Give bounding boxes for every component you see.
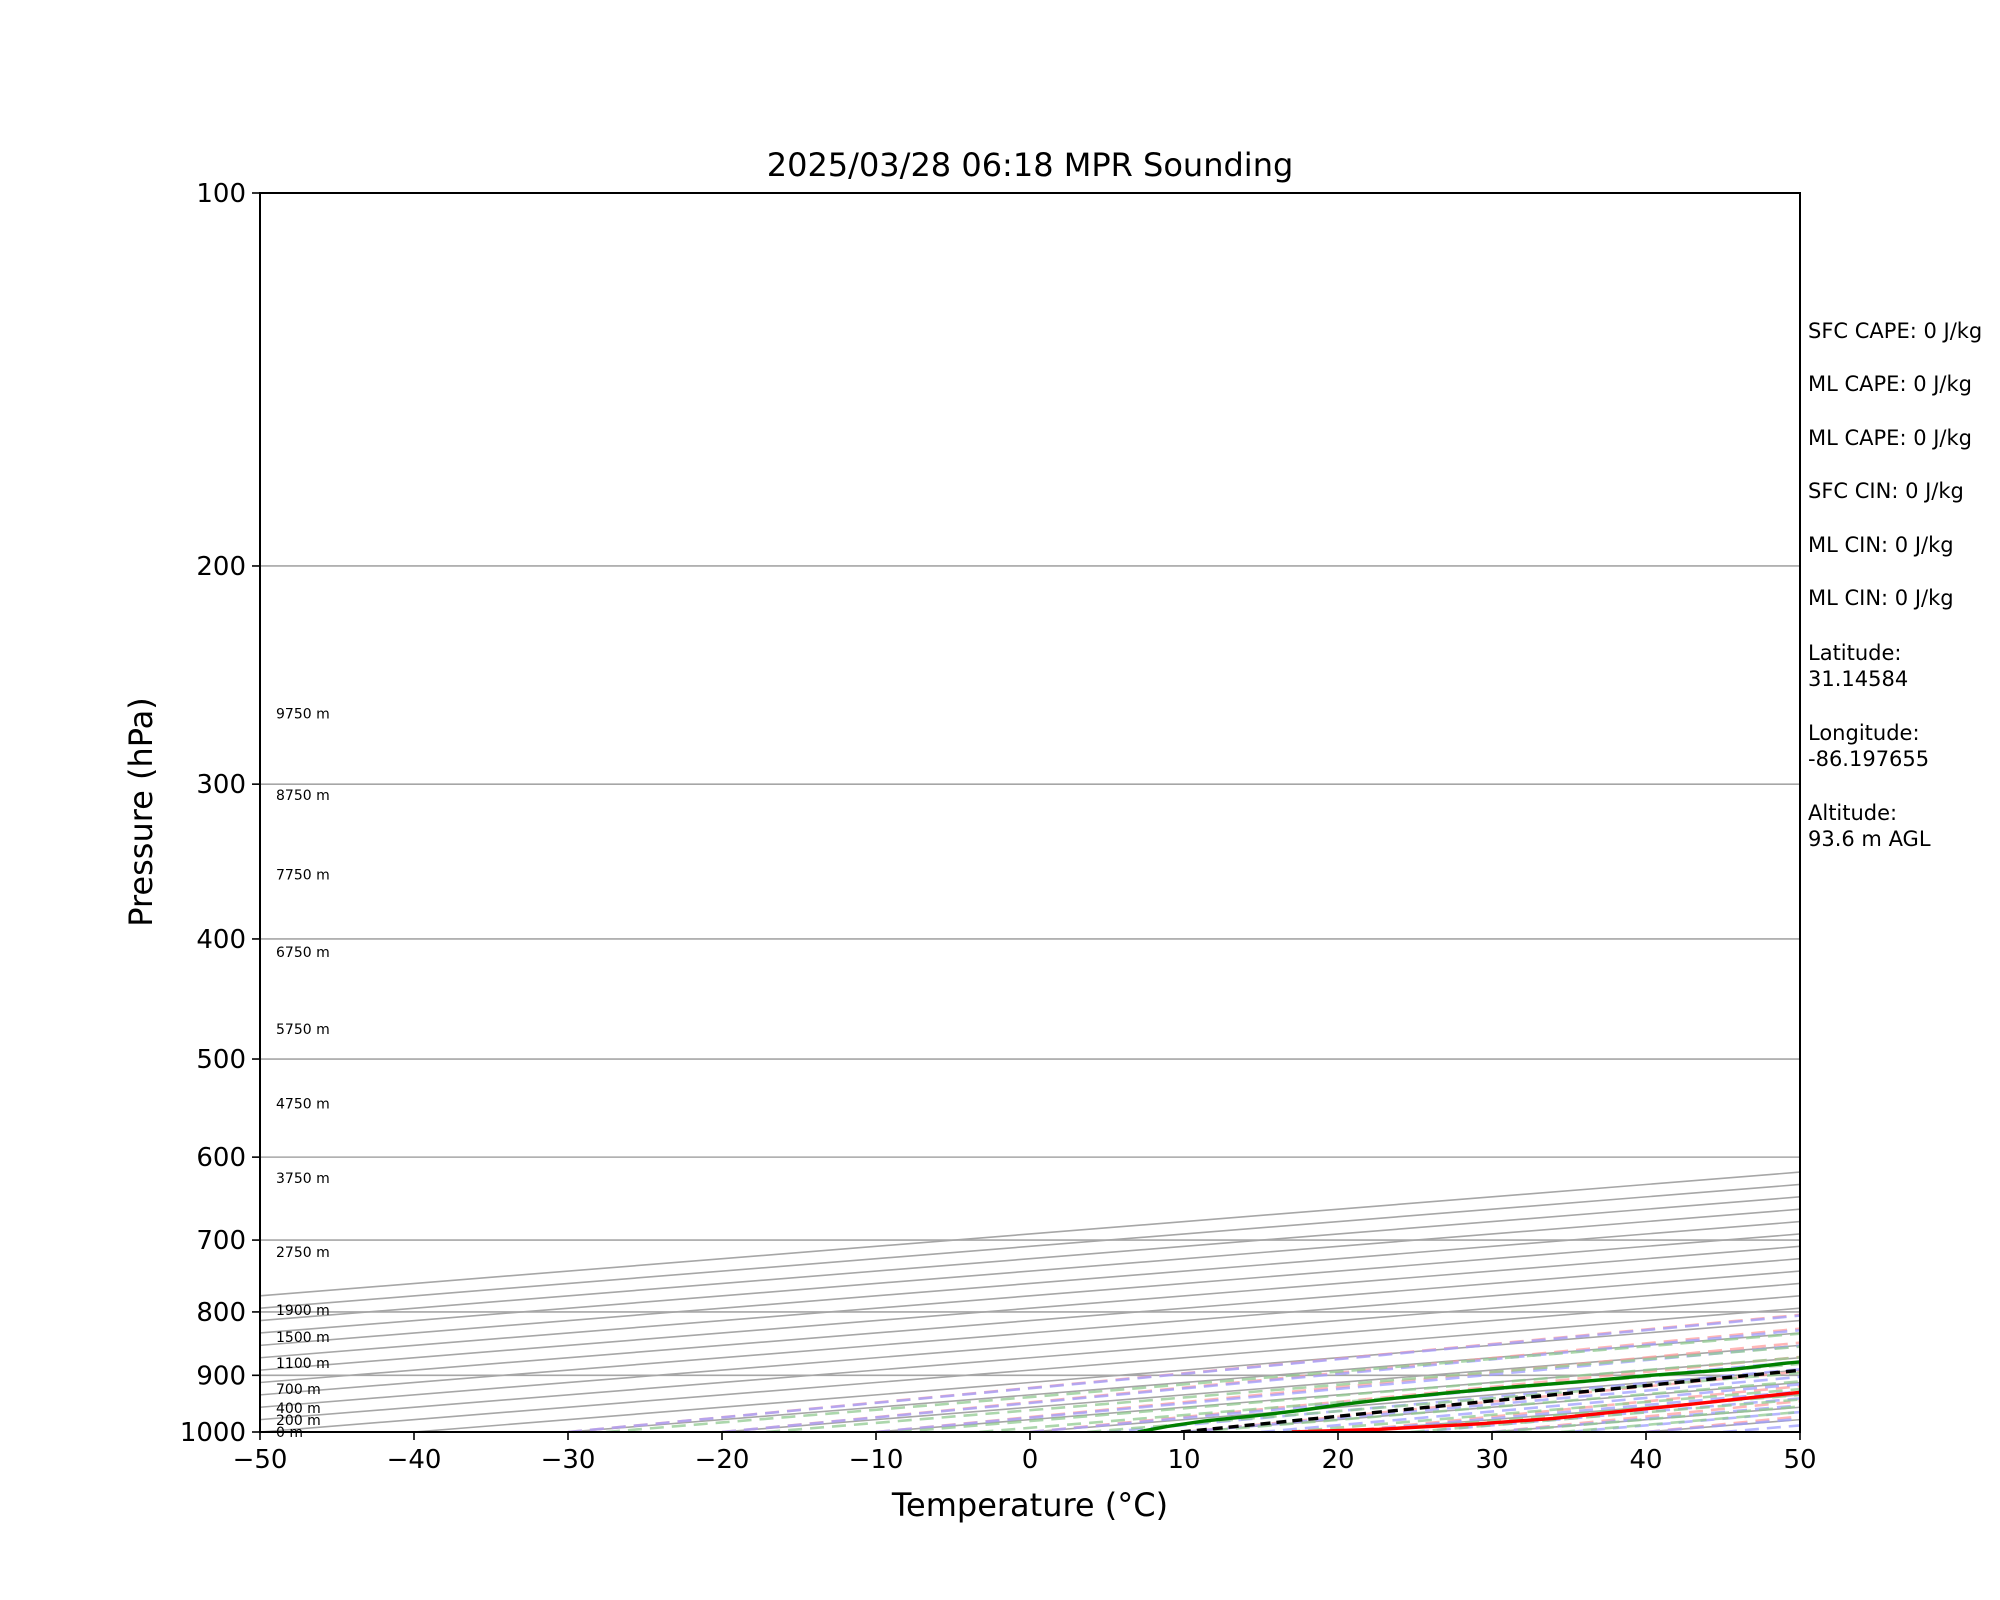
- sfc-cin-text: SFC CIN: 0 J/kg: [1808, 479, 1964, 503]
- moist-adiabat: [721, 1328, 1800, 1432]
- isotherm-line: [413, 1319, 1800, 1432]
- longitude-label: Longitude:: [1808, 721, 1920, 745]
- height-label: 400 m: [276, 1401, 321, 1417]
- isotherm-line: [260, 1295, 1800, 1421]
- y-tick-label: 400: [196, 925, 246, 955]
- height-label: 9750 m: [276, 706, 330, 722]
- moist-adiabats: [567, 1314, 1800, 1432]
- latitude-label: Latitude:: [1808, 641, 1902, 665]
- y-tick-label: 600: [196, 1143, 246, 1173]
- ml-cin-text-2: ML CIN: 0 J/kg: [1808, 586, 1954, 610]
- dewpoint-profile: [1137, 1360, 1800, 1432]
- isotherm-line: [260, 1307, 1800, 1432]
- isotherm-line: [260, 1220, 1800, 1347]
- sfc-cape-text: SFC CAPE: 0 J/kg: [1808, 319, 1983, 343]
- y-axis-ticks: 1000 900 800 700 600 500 400 300 200 100: [180, 179, 260, 1448]
- height-label: 1500 m: [276, 1330, 330, 1346]
- dry-adiabat: [567, 1313, 1800, 1432]
- height-label: 4750 m: [276, 1096, 330, 1112]
- y-tick-label: 300: [196, 770, 246, 800]
- y-tick-label: 700: [196, 1226, 246, 1256]
- moist-adiabat: [567, 1314, 1800, 1432]
- x-tick-label: −30: [541, 1445, 596, 1475]
- height-label: 1100 m: [276, 1356, 330, 1372]
- x-tick-label: −20: [695, 1445, 750, 1475]
- mixing-ratio-line: [1191, 1380, 1800, 1432]
- temperature-profile: [1291, 1390, 1800, 1432]
- isotherm-line: [260, 1171, 1800, 1297]
- y-tick-label: 100: [196, 179, 246, 209]
- x-tick-label: 10: [1167, 1445, 1200, 1475]
- isotherm-line: [260, 1183, 1800, 1310]
- height-label: 7750 m: [276, 868, 330, 884]
- ml-cape-text-2: ML CAPE: 0 J/kg: [1808, 426, 1973, 450]
- ml-cin-text: ML CIN: 0 J/kg: [1808, 533, 1954, 557]
- height-label: 6750 m: [276, 945, 330, 961]
- y-tick-label: 900: [196, 1361, 246, 1391]
- x-tick-label: 0: [1022, 1445, 1039, 1475]
- y-axis-label: Pressure (hPa): [122, 697, 160, 927]
- height-label: 1900 m: [276, 1303, 330, 1319]
- chart-title: 2025/03/28 06:18 MPR Sounding: [767, 146, 1294, 184]
- x-tick-label: 50: [1783, 1445, 1816, 1475]
- x-tick-label: −40: [387, 1445, 442, 1475]
- isotherm-line: [260, 1196, 1800, 1322]
- x-axis-ticks: −50 −40 −30 −20 −10 0 10 20 30 40 50: [233, 1432, 1817, 1475]
- y-tick-label: 1000: [180, 1418, 246, 1448]
- height-label: 5750 m: [276, 1022, 330, 1038]
- x-axis-label: Temperature (°C): [891, 1486, 1168, 1524]
- mixing-ratio-line: [766, 1345, 1800, 1432]
- x-tick-label: 20: [1321, 1445, 1354, 1475]
- mixing-ratio-line: [1087, 1371, 1800, 1432]
- longitude-value: -86.197655: [1808, 747, 1930, 771]
- dry-adiabats: [567, 1313, 1800, 1432]
- isotherm-line: [567, 1332, 1800, 1432]
- altitude-value: 93.6 m AGL: [1808, 827, 1931, 851]
- height-label: 3750 m: [276, 1171, 330, 1187]
- height-label: 8750 m: [276, 788, 330, 804]
- y-tick-label: 500: [196, 1045, 246, 1075]
- latitude-value: 31.14584: [1808, 667, 1909, 691]
- x-tick-label: 40: [1629, 1445, 1662, 1475]
- height-label: 0 m: [276, 1425, 303, 1441]
- ml-cape-text: ML CAPE: 0 J/kg: [1808, 372, 1973, 396]
- y-tick-label: 200: [196, 552, 246, 582]
- x-tick-label: 30: [1475, 1445, 1508, 1475]
- sounding-series: [1137, 1360, 1800, 1432]
- y-tick-label: 800: [196, 1298, 246, 1328]
- mixing-ratio-line: [897, 1356, 1800, 1432]
- isotherm-grid: [260, 1171, 1800, 1432]
- isotherm-line: [260, 1208, 1800, 1334]
- x-tick-label: −50: [233, 1445, 288, 1475]
- height-label: 2750 m: [276, 1245, 330, 1261]
- height-label: 200 m: [276, 1413, 321, 1429]
- height-label: 700 m: [276, 1382, 321, 1398]
- x-tick-label: −10: [849, 1445, 904, 1475]
- mixing-ratio-line: [605, 1332, 1800, 1432]
- altitude-label: Altitude:: [1808, 801, 1898, 825]
